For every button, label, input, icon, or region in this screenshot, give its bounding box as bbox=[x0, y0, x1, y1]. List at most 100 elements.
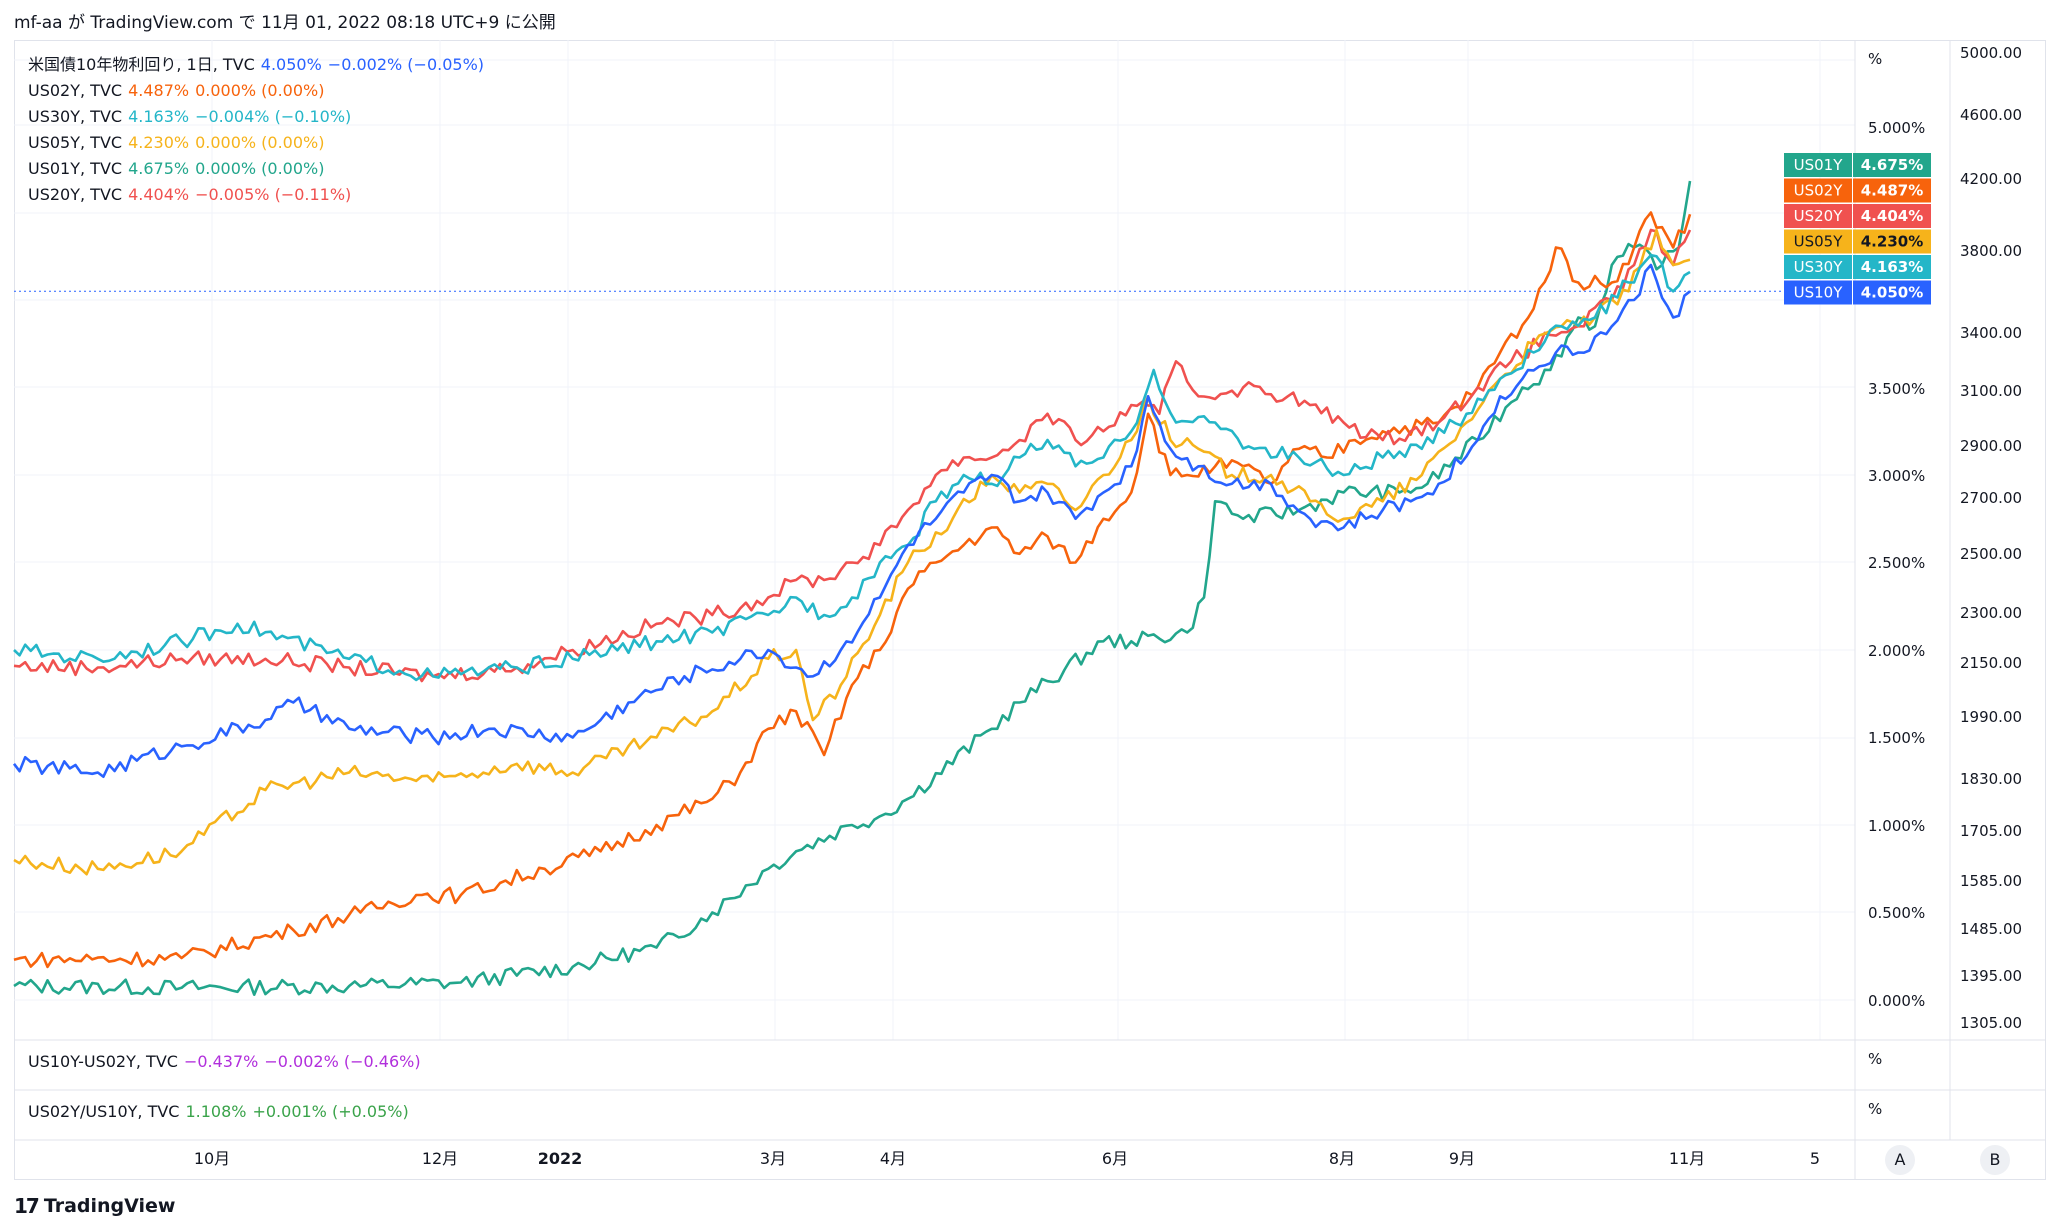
y-tick-label-percent: 1.500% bbox=[1868, 729, 1925, 747]
y-tick-label-percent: 0.000% bbox=[1868, 992, 1925, 1010]
pane3-unit: % bbox=[1868, 1100, 1883, 1118]
y-tick-label-index: 2500.00 bbox=[1960, 545, 2022, 563]
badge-value-us02y: 4.487% bbox=[1861, 182, 1923, 200]
x-tick-label: 9月 bbox=[1449, 1149, 1475, 1168]
y-tick-label-index: 3400.00 bbox=[1960, 324, 2022, 342]
y-tick-label-percent: 3.000% bbox=[1868, 467, 1925, 485]
legend-value: 4.487% bbox=[128, 81, 190, 100]
y-tick-label-index: 1395.00 bbox=[1960, 967, 2022, 985]
pane2-legend[interactable]: US10Y-US02Y, TVC −0.437% −0.002% (−0.46%) bbox=[28, 1052, 427, 1071]
legend-row-us02y[interactable]: US02Y, TVC 4.487% 0.000% (0.00%) bbox=[28, 78, 490, 104]
legend-value: 4.163% bbox=[128, 107, 190, 126]
badge-name-us01y: US01Y bbox=[1794, 156, 1844, 174]
y-tick-label-index: 2700.00 bbox=[1960, 489, 2022, 507]
main-legend: 米国債10年物利回り, 1日, TVC 4.050% −0.002% (−0.05%… bbox=[28, 52, 490, 208]
series-line-us20y bbox=[13, 228, 1692, 683]
legend-value: 4.675% bbox=[128, 159, 190, 178]
x-tick-label: 2022 bbox=[538, 1149, 583, 1168]
pane3-label: US02Y/US10Y, TVC bbox=[28, 1102, 180, 1121]
y-tick-label-percent: 0.500% bbox=[1868, 904, 1925, 922]
x-tick-label: 5 bbox=[1810, 1149, 1820, 1168]
x-tick-label: 12月 bbox=[422, 1149, 458, 1168]
legend-value: 4.230% bbox=[128, 133, 190, 152]
badge-name-bg bbox=[1784, 153, 1852, 177]
badge-name-bg bbox=[1784, 280, 1852, 305]
legend-change: 0.000% (0.00%) bbox=[195, 133, 325, 152]
badge-name-bg bbox=[1784, 229, 1852, 254]
pane3-value: 1.108% bbox=[185, 1102, 247, 1121]
tradingview-logo-icon: 17 bbox=[14, 1194, 40, 1218]
scale-b-button[interactable]: B bbox=[1980, 1145, 2010, 1175]
y-tick-label-percent: 2.000% bbox=[1868, 642, 1925, 660]
legend-value: 4.404% bbox=[128, 185, 190, 204]
badge-value-us01y: 4.675% bbox=[1861, 156, 1923, 174]
y-tick-label-percent: 1.000% bbox=[1868, 817, 1925, 835]
pane2-change: −0.002% (−0.46%) bbox=[264, 1052, 421, 1071]
y-tick-label-index: 4200.00 bbox=[1960, 170, 2022, 188]
badge-name-bg bbox=[1784, 204, 1852, 228]
pane2-value: −0.437% bbox=[183, 1052, 259, 1071]
legend-change: −0.004% (−0.10%) bbox=[195, 107, 352, 126]
legend-change: 0.000% (0.00%) bbox=[195, 81, 325, 100]
legend-value: 4.050% bbox=[260, 55, 322, 74]
time-axis[interactable]: 10月 12月 2022 3月 4月 6月 8月 9月 11月 5 bbox=[194, 1149, 1820, 1168]
pane2-label: US10Y-US02Y, TVC bbox=[28, 1052, 178, 1071]
series-line-us30y bbox=[13, 253, 1691, 682]
badge-name-us05y: US05Y bbox=[1794, 233, 1844, 251]
badge-name-us20y: US20Y bbox=[1794, 207, 1844, 225]
legend-row-us05y[interactable]: US05Y, TVC 4.230% 0.000% (0.00%) bbox=[28, 130, 490, 156]
x-tick-label: 4月 bbox=[880, 1149, 906, 1168]
series-line-us10y bbox=[12, 263, 1691, 778]
legend-label: 米国債10年物利回り, 1日, TVC bbox=[28, 55, 255, 74]
tradingview-brand: TradingView bbox=[43, 1195, 176, 1217]
legend-label: US01Y, TVC bbox=[28, 159, 123, 178]
legend-row-us20y[interactable]: US20Y, TVC 4.404% −0.005% (−0.11%) bbox=[28, 182, 490, 208]
legend-label: US02Y, TVC bbox=[28, 81, 123, 100]
badge-value-bg bbox=[1853, 204, 1931, 228]
y-tick-label-percent: 2.500% bbox=[1868, 554, 1925, 572]
badge-value-bg bbox=[1853, 178, 1931, 203]
badge-value-us20y: 4.404% bbox=[1861, 207, 1923, 225]
pane2-unit: % bbox=[1868, 1050, 1883, 1068]
legend-row-us10y[interactable]: 米国債10年物利回り, 1日, TVC 4.050% −0.002% (−0.05%… bbox=[28, 52, 490, 78]
pane3-legend[interactable]: US02Y/US10Y, TVC 1.108% +0.001% (+0.05%) bbox=[28, 1102, 415, 1121]
y-tick-label-percent: 5.000% bbox=[1868, 119, 1925, 137]
y-tick-label-index: 4600.00 bbox=[1960, 106, 2022, 124]
tradingview-footer[interactable]: 17 TradingView bbox=[14, 1194, 175, 1218]
x-tick-label: 6月 bbox=[1102, 1149, 1128, 1168]
badge-value-bg bbox=[1853, 255, 1931, 279]
series-line-us01y bbox=[13, 180, 1692, 996]
legend-change: −0.005% (−0.11%) bbox=[195, 185, 352, 204]
y-tick-label-index: 1705.00 bbox=[1960, 822, 2022, 840]
pane3-change: +0.001% (+0.05%) bbox=[252, 1102, 409, 1121]
y-tick-label-index: 5000.00 bbox=[1960, 44, 2022, 62]
x-tick-label: 3月 bbox=[760, 1149, 786, 1168]
badge-name-us02y: US02Y bbox=[1794, 182, 1844, 200]
badge-name-us30y: US30Y bbox=[1794, 258, 1844, 276]
legend-label: US20Y, TVC bbox=[28, 185, 123, 204]
badge-value-bg bbox=[1853, 280, 1931, 305]
legend-row-us30y[interactable]: US30Y, TVC 4.163% −0.004% (−0.10%) bbox=[28, 104, 490, 130]
badge-value-us30y: 4.163% bbox=[1861, 258, 1923, 276]
badge-value-us10y: 4.050% bbox=[1861, 284, 1923, 302]
last-value-badges: US01Y 4.675% US02Y 4.487% US20Y 4.404% US05Y 4.… bbox=[1784, 153, 1931, 305]
price-axis-percent[interactable]: 5.000% 3.500% 3.000% 2.500% 2.000% 1.500% 1.00… bbox=[1868, 119, 1925, 1010]
y-tick-label-index: 3100.00 bbox=[1960, 382, 2022, 400]
legend-change: −0.002% (−0.05%) bbox=[327, 55, 485, 74]
grid bbox=[14, 40, 1855, 1040]
auto-scale-button[interactable]: A bbox=[1885, 1145, 1915, 1175]
legend-label: US30Y, TVC bbox=[28, 107, 123, 126]
price-axis-index[interactable]: 5000.00 4600.00 4200.00 3800.00 3400.00 3100.… bbox=[1960, 44, 2022, 1032]
badge-name-bg bbox=[1784, 255, 1852, 279]
legend-row-us01y[interactable]: US01Y, TVC 4.675% 0.000% (0.00%) bbox=[28, 156, 490, 182]
publish-attribution: mf-aa が TradingView.com で 11月 01, 2022 0… bbox=[14, 13, 556, 33]
y-tick-label-index: 2900.00 bbox=[1960, 437, 2022, 455]
badge-value-bg bbox=[1853, 229, 1931, 254]
x-tick-label: 10月 bbox=[194, 1149, 230, 1168]
main-unit-label: % bbox=[1868, 50, 1883, 68]
y-tick-label-index: 3800.00 bbox=[1960, 242, 2022, 260]
badge-value-bg bbox=[1853, 153, 1931, 177]
pane-dividers bbox=[14, 40, 2046, 1180]
series-line-us05y bbox=[13, 228, 1691, 876]
